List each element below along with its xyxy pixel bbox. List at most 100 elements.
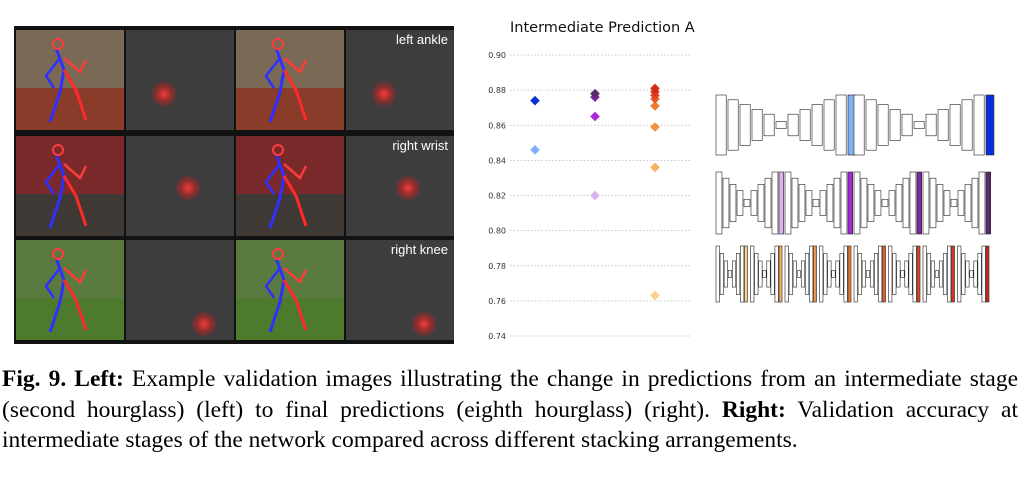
skeleton-overlay (44, 144, 88, 229)
hourglass-block (888, 190, 896, 216)
hourglass-block (901, 113, 913, 137)
hourglass-block (874, 190, 882, 216)
y-tick-label: 0.84 (488, 156, 506, 165)
hourglass-block (934, 270, 939, 278)
supervision-block (847, 171, 854, 235)
hourglass-block (957, 190, 965, 216)
hourglass-block (881, 198, 889, 208)
hourglass-block (799, 109, 811, 141)
hourglass-block (925, 113, 937, 137)
y-tick-label: 0.80 (488, 227, 506, 236)
skeleton-overlay (264, 38, 308, 123)
hourglass-block (831, 270, 836, 278)
supervision-block (985, 94, 995, 156)
hourglass-block (762, 270, 767, 278)
row-label: right knee (390, 242, 448, 257)
hourglass-block (973, 260, 978, 288)
supervision-block (985, 171, 992, 235)
stack-2-row (715, 94, 995, 156)
hourglass-block (926, 253, 931, 295)
skeleton-overlay (44, 248, 88, 333)
hourglass-block (977, 253, 982, 295)
hourglass-block (878, 245, 883, 303)
hourglass-block (784, 171, 792, 235)
heatmap-image (346, 30, 454, 130)
hourglass-block (943, 253, 948, 295)
data-point (650, 290, 660, 301)
supervision-block (882, 245, 886, 303)
hourglass-block (775, 121, 787, 129)
hourglass-block (791, 177, 799, 229)
figure-caption: Fig. 9. Left: Example validation images … (2, 364, 1018, 456)
data-point (530, 95, 540, 106)
hourglass-block (715, 245, 720, 303)
supervision-block (916, 245, 921, 303)
hourglass-block (719, 253, 724, 295)
hourglass-block (723, 260, 728, 288)
heatmap-image (346, 240, 454, 340)
hourglass-block (981, 245, 986, 303)
example-images-grid: left ankle right wrist right knee (14, 26, 454, 344)
hourglass-block (973, 94, 985, 156)
hourglass-block (900, 270, 905, 278)
hourglass-block (805, 190, 813, 216)
heatmap-blob (394, 174, 422, 202)
caption-right-label: Right: (721, 396, 786, 423)
hourglass-block (874, 253, 879, 295)
hourglass-block (889, 109, 901, 141)
hourglass-block (949, 104, 961, 146)
hourglass-block (961, 99, 973, 151)
hourglass-block (750, 245, 755, 303)
hourglass-block (727, 270, 732, 278)
pose-image (16, 240, 124, 340)
hourglass-block (857, 253, 862, 295)
pose-image (16, 30, 124, 130)
hourglass-block (922, 171, 930, 235)
hourglass-block (715, 94, 727, 156)
hourglass-block (937, 109, 949, 141)
hourglass-block (800, 260, 806, 288)
supervision-block (813, 245, 817, 303)
hourglass-block (853, 171, 861, 235)
hourglass-block (938, 260, 944, 288)
data-point (530, 145, 540, 155)
hourglass-block (788, 253, 793, 295)
hourglass-block (823, 253, 828, 295)
hourglass-block (763, 113, 775, 137)
hourglass-block (766, 260, 771, 288)
y-tick-label: 0.88 (488, 86, 506, 95)
heatmap-blob (150, 80, 178, 108)
hourglass-block (913, 121, 925, 129)
hourglass-block (722, 177, 730, 229)
pose-image (236, 30, 344, 130)
data-point (650, 162, 660, 173)
hourglass-block (957, 245, 962, 303)
hourglass-block (796, 270, 801, 278)
y-axis-ticks: 0.90 0.88 0.86 0.84 0.82 0.80 0.78 0.76 0.74 (488, 51, 506, 341)
hourglass-block (908, 253, 913, 295)
caption-fig-label: Fig. 9. (2, 366, 67, 392)
heatmap-blob (410, 310, 438, 338)
hourglass-block (729, 184, 737, 222)
hourglass-block (964, 184, 972, 222)
data-point (590, 190, 600, 201)
y-tick-label: 0.86 (488, 121, 506, 130)
hourglass-block (809, 245, 814, 303)
hourglass-block (727, 99, 739, 151)
hourglass-block (930, 260, 935, 288)
hourglass-block (950, 198, 958, 208)
chart-gridlines (510, 54, 692, 337)
pose-image (16, 136, 124, 236)
hourglass-block (731, 260, 737, 288)
hourglass-block (792, 260, 797, 288)
hourglass-block (811, 104, 823, 146)
skeleton-overlay (44, 38, 88, 123)
hourglass-block (912, 245, 917, 303)
heatmap-image (126, 30, 234, 130)
supervision-block (778, 171, 785, 235)
hourglass-block (853, 245, 858, 303)
y-tick-label: 0.74 (488, 332, 506, 341)
caption-right-text: Validation accuracy at intermediate stag… (2, 396, 1018, 454)
hourglass-block (943, 190, 951, 216)
hourglass-block (895, 184, 903, 222)
